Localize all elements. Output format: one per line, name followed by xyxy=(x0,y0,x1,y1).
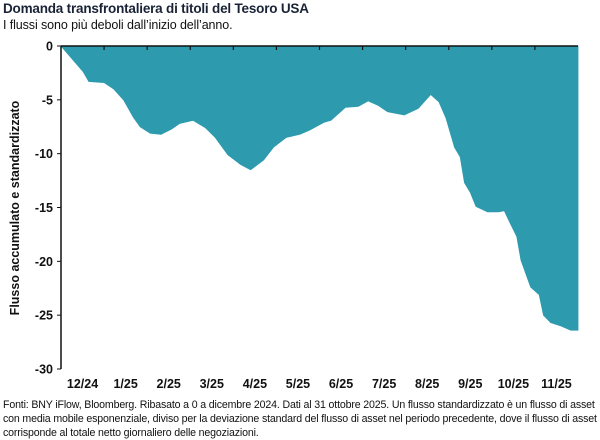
x-tick-label: 8/25 xyxy=(415,377,439,391)
y-tick-label: -10 xyxy=(35,147,53,161)
chart-subtitle: I flussi sono più deboli dall’inizio del… xyxy=(3,18,233,32)
y-tick-label: 0 xyxy=(46,40,53,54)
footnote: Fonti: BNY iFlow, Bloomberg. Ribasato a … xyxy=(3,399,597,439)
x-tick-label: 3/25 xyxy=(200,377,224,391)
y-tick-label: -30 xyxy=(35,363,53,377)
x-tick-label: 9/25 xyxy=(458,377,482,391)
x-tick-label: 7/25 xyxy=(372,377,396,391)
x-tick-label: 1/25 xyxy=(113,377,137,391)
x-tick-label: 11/25 xyxy=(541,377,572,391)
x-tick-label: 10/25 xyxy=(498,377,529,391)
y-tick-label: -15 xyxy=(35,201,53,215)
area-series xyxy=(60,45,579,331)
y-tick-label: -20 xyxy=(35,255,53,269)
x-tick-label: 2/25 xyxy=(157,377,181,391)
area-chart: 0 -5 -10 -15 -20 -25 -30 12/24 1/25 2/25 3/25 4/25 5… xyxy=(8,40,579,391)
y-tick-label: -25 xyxy=(35,309,53,323)
x-tick-label: 6/25 xyxy=(329,377,353,391)
chart-title: Domanda transfrontaliera di titoli del T… xyxy=(3,1,309,16)
y-axis-title: Flusso accumulato e standardizzato xyxy=(8,100,22,315)
x-tick-label: 5/25 xyxy=(286,377,310,391)
y-tick-label: -5 xyxy=(42,93,53,107)
x-tick-label: 12/24 xyxy=(67,377,98,391)
x-tick-label: 4/25 xyxy=(243,377,267,391)
